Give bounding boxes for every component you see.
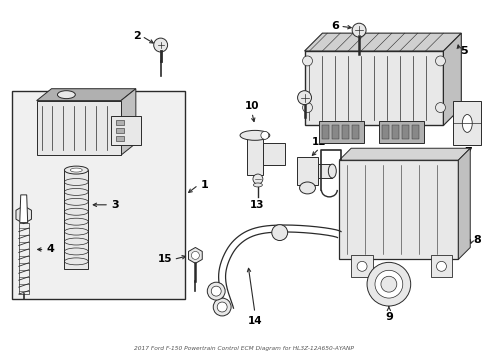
Circle shape xyxy=(213,298,231,316)
Bar xyxy=(339,160,457,260)
Polygon shape xyxy=(121,89,136,155)
Text: 3: 3 xyxy=(111,200,119,210)
Text: 11: 11 xyxy=(307,84,322,94)
Bar xyxy=(429,255,451,277)
Ellipse shape xyxy=(70,168,82,172)
Text: 13: 13 xyxy=(249,200,264,210)
Circle shape xyxy=(380,276,396,292)
Bar xyxy=(304,51,443,125)
Bar xyxy=(263,143,284,165)
Circle shape xyxy=(211,286,221,296)
Bar xyxy=(350,255,372,277)
Ellipse shape xyxy=(253,183,262,187)
Bar xyxy=(319,121,364,143)
Polygon shape xyxy=(457,148,469,260)
Bar xyxy=(116,129,123,133)
Bar xyxy=(391,125,398,139)
Ellipse shape xyxy=(57,91,75,99)
Ellipse shape xyxy=(299,182,315,194)
Ellipse shape xyxy=(240,130,269,140)
Circle shape xyxy=(356,261,366,271)
Text: 6: 6 xyxy=(331,21,339,31)
Bar xyxy=(351,125,358,139)
Text: 5: 5 xyxy=(459,46,467,56)
Circle shape xyxy=(191,251,199,260)
Bar xyxy=(246,135,263,175)
Circle shape xyxy=(351,23,366,37)
Circle shape xyxy=(297,91,311,105)
Text: 8: 8 xyxy=(472,234,480,244)
Bar xyxy=(381,125,388,139)
Circle shape xyxy=(436,261,446,271)
Bar xyxy=(322,125,328,139)
Bar xyxy=(111,116,141,145)
Polygon shape xyxy=(443,33,460,125)
Bar xyxy=(401,125,408,139)
Bar xyxy=(116,136,123,141)
Bar xyxy=(411,125,418,139)
Bar xyxy=(378,121,423,143)
Bar xyxy=(12,91,185,299)
Text: 12: 12 xyxy=(311,137,326,147)
Circle shape xyxy=(302,103,312,113)
Circle shape xyxy=(217,302,226,312)
Text: 10: 10 xyxy=(244,100,259,111)
Polygon shape xyxy=(16,206,31,224)
Circle shape xyxy=(374,270,402,298)
Polygon shape xyxy=(37,89,136,100)
Text: 9: 9 xyxy=(384,312,392,322)
Text: 2017 Ford F-150 Powertrain Control ECM Diagram for HL3Z-12A650-AYANP: 2017 Ford F-150 Powertrain Control ECM D… xyxy=(134,346,353,351)
Ellipse shape xyxy=(327,164,336,178)
Circle shape xyxy=(207,282,224,300)
Bar xyxy=(318,164,332,178)
Circle shape xyxy=(366,262,410,306)
Bar xyxy=(37,100,121,155)
Text: 7: 7 xyxy=(464,147,471,157)
Circle shape xyxy=(435,56,445,66)
Bar xyxy=(296,157,318,185)
Text: 1: 1 xyxy=(200,180,208,190)
Bar xyxy=(452,100,480,145)
Circle shape xyxy=(435,103,445,113)
Polygon shape xyxy=(188,247,202,264)
Polygon shape xyxy=(218,225,340,310)
Text: 15: 15 xyxy=(158,255,172,264)
Text: 14: 14 xyxy=(247,316,262,326)
Ellipse shape xyxy=(64,166,88,174)
Circle shape xyxy=(252,174,263,184)
Bar xyxy=(64,170,88,269)
Text: 4: 4 xyxy=(46,244,54,255)
Bar xyxy=(116,121,123,125)
Circle shape xyxy=(271,225,287,240)
Bar xyxy=(19,223,29,294)
Polygon shape xyxy=(304,33,460,51)
Bar xyxy=(332,125,339,139)
Circle shape xyxy=(260,131,268,139)
Text: 2: 2 xyxy=(133,31,141,41)
Bar xyxy=(342,125,348,139)
Circle shape xyxy=(153,38,167,52)
Polygon shape xyxy=(339,148,469,160)
Ellipse shape xyxy=(461,114,471,132)
Circle shape xyxy=(302,56,312,66)
Polygon shape xyxy=(20,195,28,223)
